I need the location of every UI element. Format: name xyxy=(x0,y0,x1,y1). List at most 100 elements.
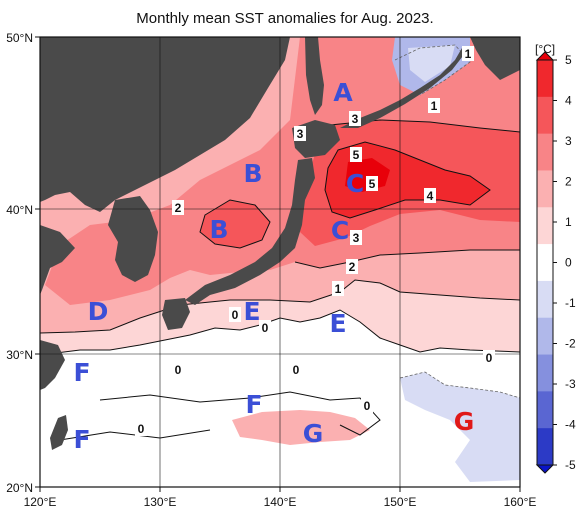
svg-text:0: 0 xyxy=(232,308,239,322)
contour-label: 2 xyxy=(172,200,184,215)
region-label-b: B xyxy=(209,215,228,244)
svg-text:0: 0 xyxy=(364,399,371,413)
map-panel xyxy=(40,37,520,487)
svg-text:1: 1 xyxy=(335,282,342,296)
contour-label: 0 xyxy=(229,307,241,322)
contour-label: 0 xyxy=(259,320,271,335)
region-label-a: A xyxy=(333,78,353,107)
svg-text:3: 3 xyxy=(297,127,304,141)
contour-line xyxy=(199,199,271,249)
contour-label: 3 xyxy=(350,230,362,245)
colorbar-tick-label: -4 xyxy=(565,418,576,432)
contour-line xyxy=(399,371,520,399)
land-kyushu xyxy=(162,298,190,330)
colorbar-tick-label: 1 xyxy=(565,215,572,229)
contour-label: 1 xyxy=(428,98,440,113)
contour-label: 5 xyxy=(350,147,362,162)
map-title: Monthly mean SST anomalies for Aug. 2023… xyxy=(136,10,434,27)
contour-label: 0 xyxy=(135,421,147,436)
lon-tick-label: 150°E xyxy=(384,495,417,509)
region-label-e: E xyxy=(243,297,260,326)
svg-text:0: 0 xyxy=(293,363,300,377)
colorbar-tick-label: 0 xyxy=(565,256,572,270)
region-labels: A B B C C D E E F F F G G xyxy=(73,78,474,454)
region-label-c: C xyxy=(331,216,349,245)
svg-text:5: 5 xyxy=(353,148,360,162)
svg-text:4: 4 xyxy=(427,189,434,203)
svg-text:1: 1 xyxy=(465,47,472,61)
colorbar-cell xyxy=(537,280,553,319)
svg-text:5: 5 xyxy=(369,177,376,191)
colorbar-cell xyxy=(537,354,553,392)
land-kamchatka xyxy=(470,37,520,80)
region-label-e: E xyxy=(329,309,346,338)
contour-label: 4 xyxy=(424,188,436,203)
svg-text:3: 3 xyxy=(353,231,360,245)
colorbar-tick-label: 3 xyxy=(565,134,572,148)
colorbar: [°C] 5 4 3 2 1 0 -1 -2 -3 -4 -5 xyxy=(535,42,576,474)
land-china-south xyxy=(40,340,65,390)
region-label-f: F xyxy=(245,390,262,419)
colorbar-cell xyxy=(537,244,553,282)
contour-value-labels: 1 1 3 3 5 5 4 2 3 2 1 0 0 0 0 0 0 0 xyxy=(135,46,495,436)
svg-text:0: 0 xyxy=(175,363,182,377)
region-label-b: B xyxy=(243,159,262,188)
region-label-g: G xyxy=(303,419,324,448)
colorbar-cell xyxy=(537,96,553,135)
colorbar-cell xyxy=(537,428,553,466)
contour-label: 0 xyxy=(361,398,373,413)
warm-anomaly-south xyxy=(232,410,370,445)
colorbar-tick-labels: 5 4 3 2 1 0 -1 -2 -3 -4 -5 xyxy=(553,53,576,472)
colorbar-cell xyxy=(537,60,553,98)
contour-label: 1 xyxy=(462,46,474,61)
colorbar-tick-label: 4 xyxy=(565,94,572,108)
cold-anomaly-southeast xyxy=(400,372,520,482)
contour-line xyxy=(40,279,520,334)
contour-line xyxy=(394,44,471,96)
contour-label: 1 xyxy=(332,281,344,296)
contour-line xyxy=(324,141,491,219)
graticule xyxy=(40,37,520,487)
svg-text:0: 0 xyxy=(138,422,145,436)
anomaly-area-3to4-west xyxy=(200,200,270,248)
contour-label: 0 xyxy=(172,362,184,377)
axis-ticks xyxy=(35,36,521,492)
svg-text:1: 1 xyxy=(431,99,438,113)
contour-line xyxy=(294,249,520,269)
colorbar-tick-label: -3 xyxy=(565,377,576,391)
contour-label: 0 xyxy=(483,350,495,365)
colorbar-cell xyxy=(537,133,553,171)
region-label-d: D xyxy=(88,297,109,326)
colorbar-unit: [°C] xyxy=(535,42,555,56)
cold-anomaly-northeast-inner xyxy=(408,45,455,82)
lon-tick-label: 130°E xyxy=(144,495,177,509)
svg-text:2: 2 xyxy=(175,201,182,215)
contour-label: 3 xyxy=(294,126,306,141)
colorbar-cell xyxy=(537,391,553,429)
lat-tick-label: 20°N xyxy=(6,481,33,495)
contour-label: 2 xyxy=(346,259,358,274)
colorbar-bottom-arrow xyxy=(535,464,555,474)
lat-tick-label: 40°N xyxy=(6,203,33,217)
land-continent xyxy=(40,37,290,212)
colorbar-cell xyxy=(537,170,553,208)
lon-tick-label: 140°E xyxy=(264,495,297,509)
contour-line xyxy=(99,391,381,436)
contour-label: 5 xyxy=(366,176,378,191)
negative-contours xyxy=(394,44,520,399)
colorbar-tick-label: 2 xyxy=(565,175,572,189)
colorbar-tick-label: 5 xyxy=(565,53,572,67)
svg-text:0: 0 xyxy=(486,351,493,365)
colorbar-cell xyxy=(537,207,553,245)
lat-tick-label: 50°N xyxy=(6,31,33,45)
land-sakhalin xyxy=(305,37,324,115)
land-taiwan xyxy=(50,415,68,450)
region-label-g-cold: G xyxy=(454,407,475,436)
lon-tick-label: 120°E xyxy=(24,495,57,509)
svg-text:3: 3 xyxy=(352,112,359,126)
colorbar-cells xyxy=(537,60,553,466)
colorbar-cell xyxy=(537,317,553,356)
svg-text:0: 0 xyxy=(262,321,269,335)
region-label-f: F xyxy=(73,425,90,454)
